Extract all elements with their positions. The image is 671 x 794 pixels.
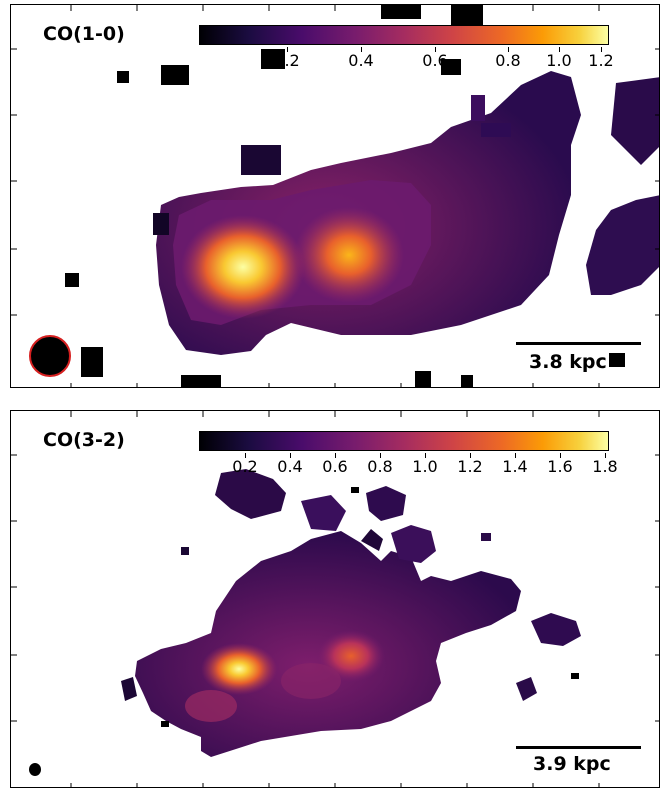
co10-panel-title: CO(1-0) [43, 23, 125, 45]
co32-cbar-label: 1.0 [412, 457, 438, 476]
co10-cbar-label: 1.2 [588, 51, 614, 70]
co32-intensity-map [11, 411, 659, 787]
co10-beam-icon [29, 335, 71, 377]
co10-cbar-label: 0.6 [422, 51, 448, 70]
co10-scale-label: 3.8 kpc [529, 351, 607, 373]
co32-cbar-label: 0.6 [322, 457, 348, 476]
co32-cbar-label: 0.2 [232, 457, 258, 476]
co10-scale-bar [516, 342, 641, 345]
co32-cbar-label: 1.4 [502, 457, 528, 476]
co32-axis-ticks [11, 411, 659, 787]
co32-cbar-label: 1.8 [592, 457, 618, 476]
co10-map-panel: CO(1-0) 0.2 0.4 0.6 0.8 1.0 1.2 3.8 kpc [10, 4, 660, 388]
co32-panel-title: CO(3-2) [43, 429, 125, 451]
co32-emission [121, 469, 581, 757]
co10-cbar-label: 0.2 [274, 51, 300, 70]
co32-scale-bar [516, 746, 641, 749]
co10-axis-ticks [11, 5, 659, 387]
co32-beam-icon [29, 763, 41, 776]
co32-colorbar [199, 431, 609, 451]
co32-cbar-label: 0.4 [277, 457, 303, 476]
co10-cbar-label: 1.0 [546, 51, 572, 70]
co32-map-panel: CO(3-2) 0.2 0.4 0.6 0.8 1.0 1.2 1.4 1.6 … [10, 410, 660, 788]
co10-colorbar [199, 25, 609, 45]
co10-emission [65, 5, 659, 387]
co10-cbar-label: 0.8 [495, 51, 521, 70]
co32-cbar-label: 1.6 [547, 457, 573, 476]
co32-scale-label: 3.9 kpc [533, 753, 611, 775]
co32-cbar-label: 0.8 [367, 457, 393, 476]
co32-cbar-label: 1.2 [457, 457, 483, 476]
co10-intensity-map [11, 5, 659, 387]
co10-cbar-label: 0.4 [348, 51, 374, 70]
